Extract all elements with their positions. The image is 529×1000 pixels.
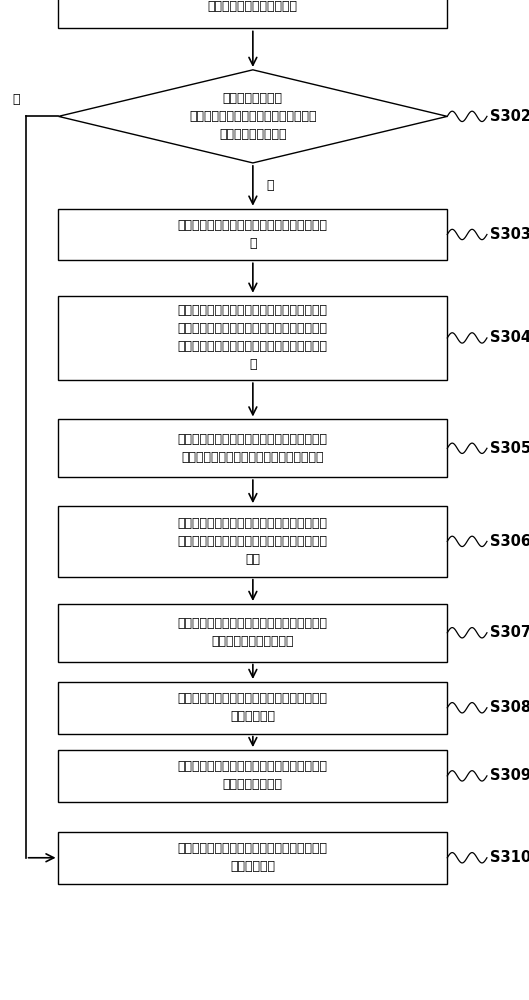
Text: 被控端根据待执行操作的相关信息在其原始界
面上执行相应操作: 被控端根据待执行操作的相关信息在其原始界 面上执行相应操作 bbox=[178, 760, 328, 791]
FancyBboxPatch shape bbox=[58, 419, 447, 477]
FancyBboxPatch shape bbox=[58, 506, 447, 577]
Text: S304: S304 bbox=[489, 330, 529, 345]
Text: 服务器根据控制端
的身份信息确定出控制端，并判断控制
端是否满足预设条件: 服务器根据控制端 的身份信息确定出控制端，并判断控制 端是否满足预设条件 bbox=[189, 92, 317, 141]
Text: S307: S307 bbox=[489, 625, 529, 640]
Text: 被控端根据解析出的差异数据确定出待执行操
作的相关信息: 被控端根据解析出的差异数据确定出待执行操 作的相关信息 bbox=[178, 692, 328, 723]
FancyBboxPatch shape bbox=[58, 682, 447, 734]
FancyBboxPatch shape bbox=[58, 750, 447, 802]
FancyBboxPatch shape bbox=[58, 0, 447, 28]
Text: 被控端接收服务器发来的远程控制指令后，解
析出其中携带的差异数据: 被控端接收服务器发来的远程控制指令后，解 析出其中携带的差异数据 bbox=[178, 617, 328, 648]
FancyBboxPatch shape bbox=[58, 832, 447, 884]
Text: S303: S303 bbox=[489, 227, 529, 242]
Text: 控制端向服务器发送远程控制指令，该远程控
制指令中包括在控制端的原始界面上执行远程
控制操作后生成的参照界面对应的第一图片数
据: 控制端向服务器发送远程控制指令，该远程控 制指令中包括在控制端的原始界面上执行远… bbox=[178, 304, 328, 371]
Text: 服务器在控制端和被控端之间建立远程控制连
接: 服务器在控制端和被控端之间建立远程控制连 接 bbox=[178, 219, 328, 250]
Text: 服务器从第一图片数据中拆分出差异数据，并
将携带有该差异数据的远程控制指令发送至被
控端: 服务器从第一图片数据中拆分出差异数据，并 将携带有该差异数据的远程控制指令发送至… bbox=[178, 517, 328, 566]
Text: S305: S305 bbox=[489, 441, 529, 456]
Text: 否: 否 bbox=[13, 93, 20, 106]
FancyBboxPatch shape bbox=[58, 296, 447, 380]
Text: S308: S308 bbox=[489, 700, 529, 715]
Text: 发出用于标识无法与控制端间建立远程控制连
接的提示信息: 发出用于标识无法与控制端间建立远程控制连 接的提示信息 bbox=[178, 842, 328, 873]
FancyBboxPatch shape bbox=[58, 604, 447, 662]
Text: 被控端通过服务器向控制端发送远程控制连接
请求，该远程控制连接请求中包括被控端的原
始界面和控制端的身份信息: 被控端通过服务器向控制端发送远程控制连接 请求，该远程控制连接请求中包括被控端的… bbox=[178, 0, 328, 13]
FancyBboxPatch shape bbox=[58, 209, 447, 260]
Text: 是: 是 bbox=[266, 179, 273, 192]
Text: S302: S302 bbox=[489, 109, 529, 124]
Text: S310: S310 bbox=[489, 850, 529, 865]
Polygon shape bbox=[58, 70, 447, 163]
Text: 服务器对比第一图片数据和原始界面所对应的
第二图片数据，以确定出二者间的差异数据: 服务器对比第一图片数据和原始界面所对应的 第二图片数据，以确定出二者间的差异数据 bbox=[178, 433, 328, 464]
Text: S306: S306 bbox=[489, 534, 529, 549]
Text: S309: S309 bbox=[489, 768, 529, 783]
